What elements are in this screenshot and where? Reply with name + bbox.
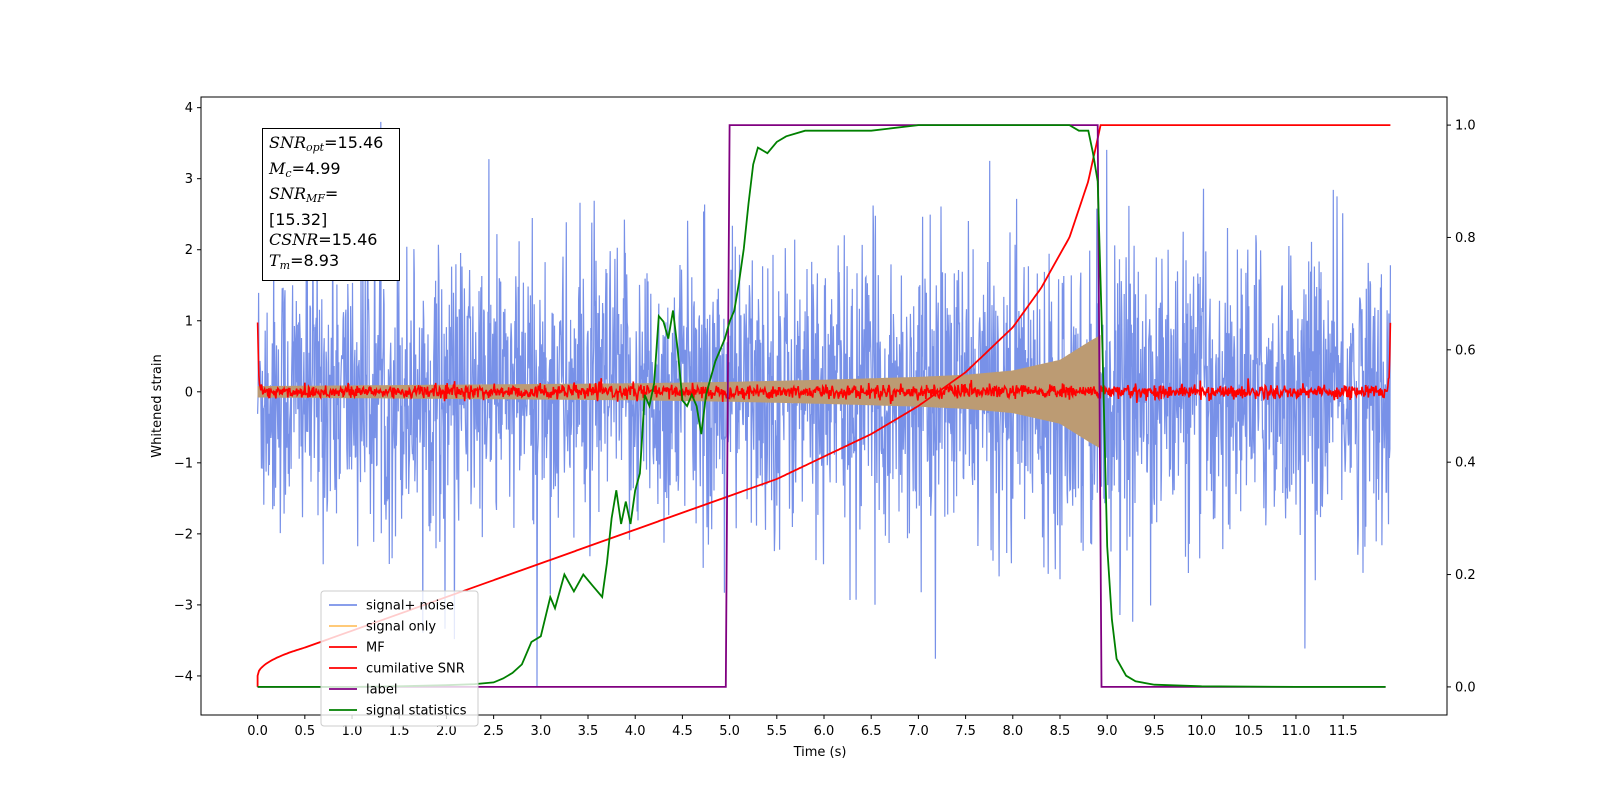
x-tick-label: 6.5: [861, 724, 882, 739]
legend-label: MF: [366, 641, 385, 656]
x-tick-label: 4.5: [672, 724, 693, 739]
x-tick-label: 11.0: [1281, 724, 1310, 739]
y-tick-label: 4: [185, 101, 193, 116]
y2-tick-label: 0.6: [1455, 343, 1476, 358]
legend-label: signal only: [366, 620, 436, 635]
x-axis-label: Time (s): [793, 745, 847, 760]
x-tick-label: 9.0: [1097, 724, 1118, 739]
x-tick-label: 7.5: [955, 724, 976, 739]
annotation-snr-opt: SNRopt=15.46: [269, 133, 384, 154]
legend-label: cumilative SNR: [366, 662, 465, 677]
annotation-csnr: CSNR=15.46: [269, 230, 378, 249]
legend-label: signal statistics: [366, 704, 467, 719]
legend-label: signal+ noise: [366, 599, 454, 614]
y-axis-ticks: 4 3 2 1 0 −1 −2 −3 −4: [174, 101, 201, 684]
x-tick-label: 8.5: [1050, 724, 1071, 739]
y2-axis-ticks: 1.0 0.8 0.6 0.4 0.2 0.0: [1447, 119, 1476, 695]
annotation-mc: Mc=4.99: [269, 158, 341, 180]
y2-tick-label: 0.8: [1455, 231, 1476, 246]
y-tick-label: −4: [174, 669, 193, 684]
x-tick-label: 10.0: [1187, 724, 1216, 739]
legend-label: label: [366, 683, 397, 698]
y-tick-label: −1: [174, 456, 193, 471]
y-tick-label: 3: [185, 172, 193, 187]
y2-tick-label: 0.2: [1455, 568, 1476, 583]
legend: signal+ noise signal only MF cumilative SNR…: [320, 590, 479, 727]
x-tick-label: 0.5: [294, 724, 315, 739]
series-mf: [256, 322, 1392, 404]
y-tick-label: 1: [185, 314, 193, 329]
y-tick-label: 0: [185, 385, 193, 400]
x-tick-label: 1.0: [342, 724, 363, 739]
annotation-box: SNRopt=15.46 Mc=4.99 SNRMF=[15.32] CSNR=…: [262, 128, 400, 281]
y2-tick-label: 0.4: [1455, 456, 1476, 471]
x-tick-label: 4.0: [625, 724, 646, 739]
x-tick-label: 1.5: [389, 724, 410, 739]
series-signal-noise: [257, 121, 1391, 687]
y-axis-label: Whitened strain: [150, 354, 165, 457]
x-tick-label: 0.0: [247, 724, 268, 739]
y2-tick-label: 1.0: [1455, 119, 1476, 134]
x-tick-label: 5.5: [766, 724, 787, 739]
legend-box: [320, 590, 479, 727]
x-tick-label: 3.5: [578, 724, 599, 739]
y-tick-label: −3: [174, 598, 193, 613]
y2-tick-label: 0.0: [1455, 680, 1476, 695]
x-tick-label: 11.5: [1329, 724, 1358, 739]
y-tick-label: 2: [185, 243, 193, 258]
x-tick-label: 3.0: [530, 724, 551, 739]
annotation-snr-mf: SNRMF=[15.32]: [269, 184, 339, 229]
series-signal-statistics: [257, 124, 1386, 688]
x-axis-ticks: 0.0 0.5 1.0 1.5 2.0 2.5 3.0 3.5 4.0 4.5 5.0 5.5 6.0 6…: [247, 715, 1358, 739]
x-tick-label: 6.0: [814, 724, 835, 739]
x-tick-label: 10.5: [1234, 724, 1263, 739]
x-tick-label: 9.5: [1144, 724, 1165, 739]
x-tick-label: 2.5: [483, 724, 504, 739]
x-tick-label: 5.0: [719, 724, 740, 739]
x-tick-label: 7.0: [908, 724, 929, 739]
annotation-tm: Tm=8.93: [269, 250, 340, 272]
x-tick-label: 2.0: [436, 724, 457, 739]
x-tick-label: 8.0: [1002, 724, 1023, 739]
y-tick-label: −2: [174, 527, 193, 542]
